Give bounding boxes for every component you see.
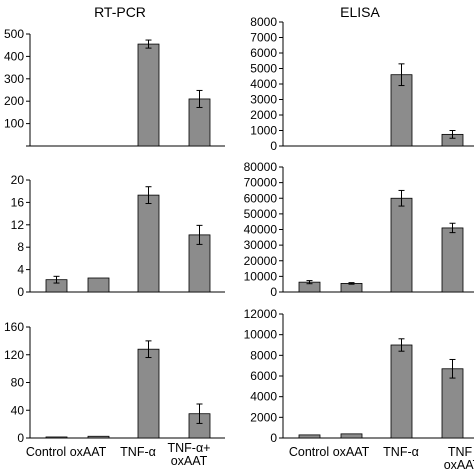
y-tick-label: 4000: [250, 77, 277, 91]
bar-2: [137, 348, 160, 439]
y-tick-label: 8000: [250, 15, 277, 29]
y-tick-label: 50000: [244, 207, 278, 221]
bar-1: [87, 435, 110, 439]
y-tick-label: 0: [270, 431, 277, 445]
y-tick-label: 16: [11, 195, 25, 209]
y-tick-label: 8000: [250, 348, 277, 362]
x-category-label: TNF: [448, 445, 473, 459]
chart-title: ELISA: [340, 4, 380, 20]
x-category-label: TNF-α: [120, 445, 156, 459]
x-category-label: TNF-α+: [168, 441, 211, 455]
x-category-label: TNF-α: [383, 445, 419, 459]
y-tick-label: 120: [4, 348, 24, 362]
bar-2: [137, 43, 160, 147]
bar-3: [441, 368, 464, 439]
y-tick-label: 8: [17, 240, 24, 254]
y-tick-label: 0: [17, 431, 24, 445]
y-tick-label: 500: [4, 27, 24, 41]
x-category-label: Control: [26, 445, 66, 459]
bar-0: [298, 434, 321, 439]
y-tick-label: 20: [11, 173, 25, 187]
chart-title: RT-PCR: [94, 4, 146, 20]
bar-3: [441, 227, 464, 293]
y-tick-label: 40000: [244, 223, 278, 237]
bar-2: [390, 197, 413, 293]
y-tick-label: 4000: [250, 390, 277, 404]
bar-1: [340, 433, 363, 439]
bar-1: [87, 277, 110, 293]
y-tick-label: 10000: [244, 269, 278, 283]
y-tick-label: 4: [17, 263, 24, 277]
y-tick-label: 60000: [244, 191, 278, 205]
x-category-label: oxAAT: [70, 445, 107, 459]
y-tick-label: 12000: [244, 307, 278, 321]
y-tick-label: 0: [270, 285, 277, 299]
y-tick-label: 80000: [244, 160, 278, 174]
bar-1: [340, 283, 363, 293]
y-tick-label: 80: [11, 376, 25, 390]
y-tick-label: 1000: [250, 124, 277, 138]
y-tick-label: 7000: [250, 31, 277, 45]
y-tick-label: 5000: [250, 62, 277, 76]
y-tick-label: 300: [4, 72, 24, 86]
x-category-label: oxAAT: [171, 454, 208, 468]
y-tick-label: 0: [17, 285, 24, 299]
y-tick-label: 400: [4, 49, 24, 63]
y-tick-label: 200: [4, 94, 24, 108]
bar-2: [390, 344, 413, 439]
y-tick-label: 6000: [250, 46, 277, 60]
bar-0: [45, 436, 68, 439]
panel-elisa-bot: 0 2000 4000 6000 8000 10000 12000: [244, 307, 474, 445]
y-tick-label: 6000: [250, 369, 277, 383]
x-category-label: oxAAT: [444, 458, 474, 472]
panel-rtpcr-mid: 0 4 8 12 16 20: [11, 173, 225, 299]
y-tick-label: 2000: [250, 108, 277, 122]
y-tick-label: 20000: [244, 254, 278, 268]
y-tick-label: 30000: [244, 238, 278, 252]
panel-rtpcr-bot: 0 40 80 120 160: [4, 320, 225, 445]
x-category-label: oxAAT: [333, 445, 370, 459]
bar-2: [137, 194, 160, 293]
y-tick-label: 100: [4, 117, 24, 131]
x-category-label: Control: [289, 445, 329, 459]
panel-rtpcr-top: RT-PCR 100 200 300 400 500: [4, 4, 225, 147]
y-tick-label: 160: [4, 320, 24, 334]
y-tick-label: 40: [11, 403, 25, 417]
y-tick-label: 3000: [250, 93, 277, 107]
y-tick-label: 0: [270, 139, 277, 153]
y-tick-label: 70000: [244, 176, 278, 190]
y-tick-label: 2000: [250, 410, 277, 424]
y-tick-label: 12: [11, 218, 25, 232]
y-tick-label: 10000: [244, 328, 278, 342]
